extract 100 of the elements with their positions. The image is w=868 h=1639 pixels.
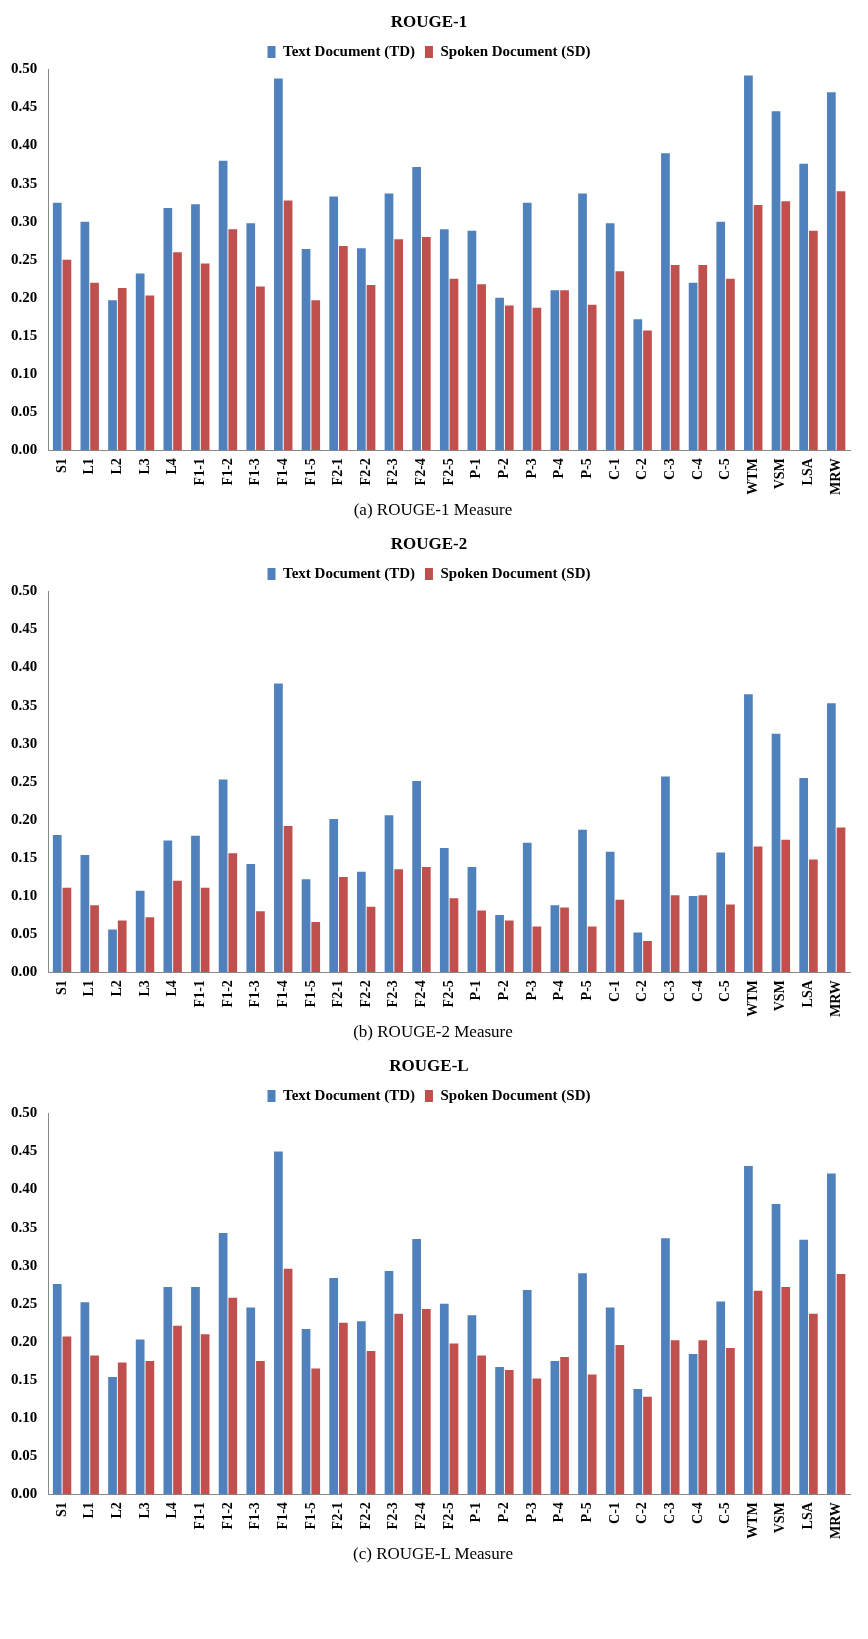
bar <box>228 853 238 973</box>
x-tick-label: L3 <box>136 1502 152 1519</box>
x-tick-label: P-2 <box>496 458 512 479</box>
bar <box>256 286 265 451</box>
x-tick-label: S1 <box>53 1502 69 1517</box>
bar <box>781 1287 791 1495</box>
bar <box>145 295 155 451</box>
x-tick-label: P-1 <box>468 980 484 1001</box>
bar <box>550 905 560 973</box>
y-tick-label: 0.35 <box>11 174 38 191</box>
x-tick-label: F1-2 <box>219 1502 235 1530</box>
bar <box>90 282 99 451</box>
bar <box>163 840 173 973</box>
x-tick-label: F2-2 <box>357 458 373 486</box>
x-tick-label: C-1 <box>606 1502 622 1524</box>
bar <box>339 1322 348 1495</box>
bar <box>661 776 670 973</box>
x-tick-label: VSM <box>772 458 788 490</box>
x-tick-label: C-2 <box>634 458 650 480</box>
y-tick-label: 0.25 <box>11 772 38 789</box>
bar <box>467 867 477 973</box>
y-tick-label: 0.05 <box>11 1446 38 1463</box>
bar <box>605 223 615 451</box>
bar <box>62 1336 72 1495</box>
bar <box>384 1271 394 1495</box>
x-tick-label: LSA <box>800 979 816 1008</box>
y-tick-label: 0.15 <box>11 326 38 343</box>
bar <box>781 201 791 451</box>
bar <box>753 204 763 451</box>
bar <box>283 200 293 451</box>
bar <box>504 305 514 451</box>
y-tick-label: 0.30 <box>11 734 38 751</box>
x-tick-label: C-5 <box>717 458 733 480</box>
legend-label: Text Document (TD) <box>283 42 415 60</box>
bar <box>339 876 348 973</box>
bar <box>615 271 625 451</box>
bar <box>615 1344 625 1495</box>
y-tick-label: 0.30 <box>11 212 38 229</box>
bar <box>421 867 431 973</box>
y-tick-label: 0.35 <box>11 1218 38 1235</box>
bar <box>339 246 348 451</box>
bar <box>274 78 283 451</box>
legend-label: Spoken Document (SD) <box>440 1086 591 1104</box>
bar <box>218 1232 228 1495</box>
bar <box>633 932 643 973</box>
bar <box>356 871 366 973</box>
bar <box>90 905 99 973</box>
bar <box>781 839 791 973</box>
bar <box>135 273 145 451</box>
y-tick-label: 0.10 <box>11 886 38 903</box>
x-tick-label: L4 <box>164 980 180 997</box>
y-tick-label: 0.30 <box>11 1256 38 1273</box>
bar <box>329 819 339 973</box>
bar <box>716 221 726 451</box>
bar <box>135 1339 145 1495</box>
bar <box>421 236 431 451</box>
bar <box>809 230 818 451</box>
bar <box>615 899 625 973</box>
bar <box>256 1360 265 1495</box>
x-tick-label: F1-5 <box>302 1502 318 1530</box>
bar <box>661 1238 670 1495</box>
bar <box>421 1309 431 1495</box>
y-tick-label: 0.35 <box>11 696 38 713</box>
bar <box>173 252 182 451</box>
bar <box>246 864 256 973</box>
bar <box>578 829 587 973</box>
bar <box>587 1374 597 1495</box>
bar <box>826 92 836 451</box>
bar <box>117 920 127 973</box>
bar <box>716 852 726 973</box>
x-tick-label: C-2 <box>634 980 650 1002</box>
x-tick-label: L3 <box>136 980 152 997</box>
bar <box>670 265 680 451</box>
x-tick-label: F1-4 <box>274 1502 290 1530</box>
y-tick-label: 0.00 <box>11 441 38 458</box>
bar <box>246 1307 256 1495</box>
bar <box>726 278 735 451</box>
y-tick-label: 0.20 <box>11 1332 38 1349</box>
x-tick-label: F2-1 <box>330 980 346 1008</box>
bar <box>698 1340 708 1495</box>
bar <box>504 920 514 973</box>
y-tick-label: 0.50 <box>11 60 38 77</box>
bar <box>688 1354 698 1495</box>
bar <box>52 202 62 451</box>
bar <box>477 1355 486 1495</box>
x-tick-label: F2-4 <box>413 1502 429 1530</box>
text: (a) ROUGE-1 Measure <box>352 500 514 520</box>
bar <box>52 835 62 973</box>
chart-title: ROUGE-1 <box>390 11 468 31</box>
y-tick-label: 0.15 <box>11 1370 38 1387</box>
x-tick-label: C-1 <box>606 980 622 1002</box>
y-tick-label: 0.10 <box>11 364 38 381</box>
bar <box>560 907 569 973</box>
bar <box>726 1347 735 1495</box>
bar <box>550 290 560 451</box>
bar <box>744 75 753 451</box>
bar <box>560 1357 569 1495</box>
bar <box>163 1287 173 1495</box>
bar <box>605 1307 615 1495</box>
x-tick-label: WTM <box>744 1502 760 1539</box>
